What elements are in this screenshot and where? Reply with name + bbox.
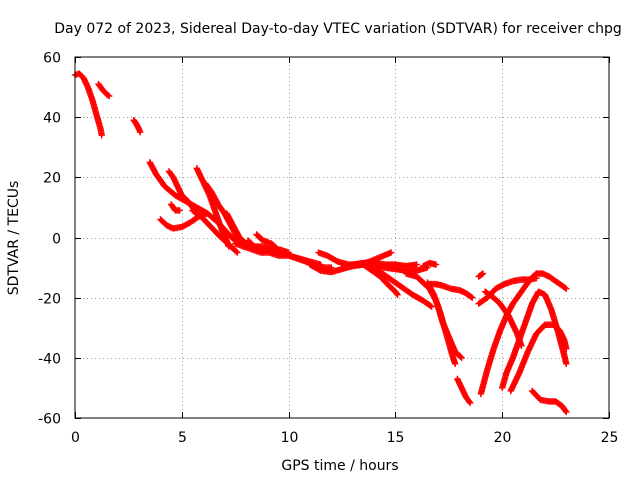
data-point (479, 270, 487, 277)
data-point (478, 271, 486, 278)
data-point (562, 407, 569, 414)
series-arc-10 (189, 207, 241, 256)
x-tick-label: 10 (281, 430, 299, 446)
data-point (105, 92, 113, 100)
data-point (428, 303, 435, 310)
y-axis-label: SDTVAR / TECUs (6, 181, 22, 296)
series-arc-24 (454, 375, 474, 407)
series-arc-17 (338, 259, 420, 271)
data-point (273, 245, 281, 252)
x-tick-label: 15 (387, 430, 405, 446)
data-point (452, 360, 459, 368)
series-arc-31 (528, 387, 570, 416)
chart-title: Day 072 of 2023, Sidereal Day-to-day VTE… (54, 21, 622, 37)
x-tick-label: 5 (178, 430, 187, 446)
data-point (466, 399, 474, 407)
y-tick-label: 40 (43, 111, 61, 127)
data-point (469, 294, 476, 301)
data-point (394, 291, 401, 298)
data-point (563, 360, 570, 368)
data-point (387, 249, 395, 256)
x-axis-label: GPS time / hours (281, 458, 398, 474)
data-point (563, 285, 570, 292)
data-point (468, 293, 475, 301)
y-tick-labels: 60 40 20 0 -20 -40 -60 (38, 51, 61, 428)
data-point (413, 261, 420, 268)
y-tick-label: -60 (38, 412, 61, 428)
data-point (466, 398, 473, 405)
axis-ticks (75, 57, 610, 419)
series-arc-07 (167, 201, 183, 214)
data-point (204, 210, 211, 217)
series-arc-14 (253, 231, 282, 253)
data-point (234, 249, 241, 256)
grid (75, 57, 609, 418)
x-tick-labels: 0 5 10 15 20 25 (71, 430, 618, 446)
data-point (176, 207, 183, 214)
series-arc-25 (475, 270, 487, 280)
data-point (98, 132, 105, 139)
series-arc-28 (477, 270, 570, 398)
series-arc-30 (507, 321, 570, 395)
series-arc-13 (244, 237, 292, 256)
data-point (233, 248, 240, 255)
data-point (563, 345, 570, 353)
series-arc-22 (419, 259, 440, 270)
data-point (563, 408, 570, 416)
series-arc-06 (165, 168, 203, 220)
series-arc-27 (475, 274, 540, 307)
data-point (393, 290, 401, 297)
data-point (285, 249, 292, 256)
series-arc-03 (130, 116, 144, 136)
y-tick-label: -20 (38, 292, 61, 308)
x-tick-label: 0 (71, 430, 80, 446)
series-arc-21 (424, 279, 465, 362)
series-arc-02 (95, 80, 113, 100)
y-tick-label: -40 (38, 352, 61, 368)
data-point (458, 354, 465, 362)
series-arc-19 (370, 264, 435, 310)
y-tick-label: 20 (43, 171, 61, 187)
plot-frame (74, 56, 610, 419)
x-tick-label: 20 (494, 430, 512, 446)
x-tick-label: 25 (601, 430, 619, 446)
data-point (104, 92, 112, 99)
data-point (427, 302, 434, 310)
series-arc-01 (71, 70, 105, 139)
data-point (561, 284, 569, 291)
y-tick-label: 60 (43, 51, 61, 67)
y-tick-label: 0 (52, 232, 61, 248)
data-point (457, 353, 464, 361)
data-point (432, 261, 440, 268)
data-points (71, 70, 570, 416)
series-arc-23 (424, 280, 476, 301)
data-point (136, 129, 144, 136)
data-point (274, 246, 282, 253)
